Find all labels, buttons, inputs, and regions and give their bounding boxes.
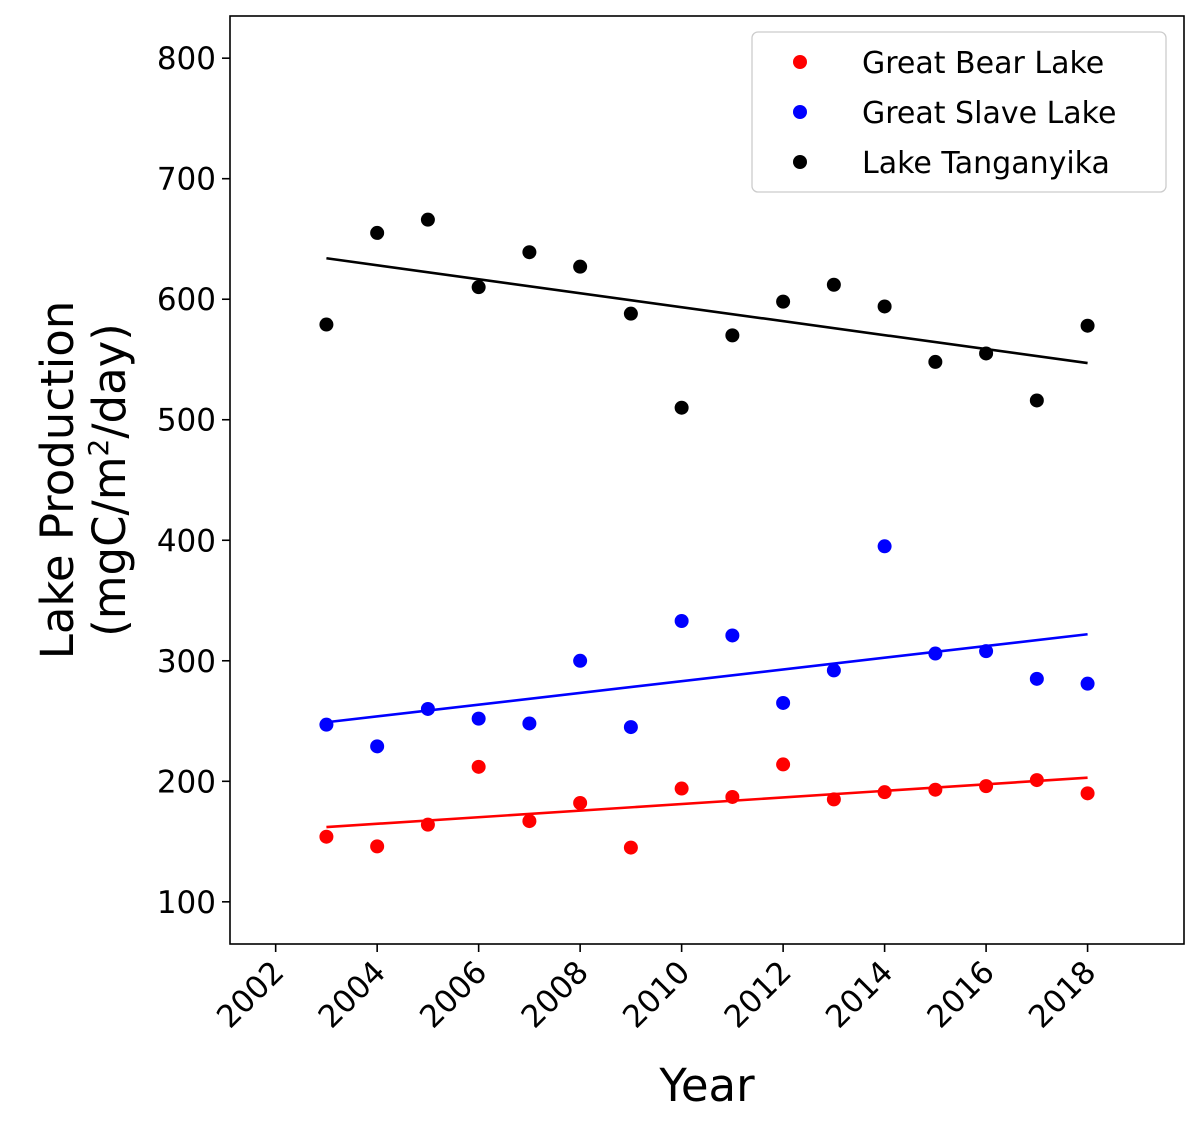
x-tick-label: 2008: [515, 954, 596, 1035]
great-slave-lake-point: [877, 539, 892, 554]
great-slave-lake-point: [522, 716, 537, 731]
lake-tanganyika-point: [1080, 318, 1095, 333]
great-slave-lake-point: [826, 663, 841, 678]
y-axis-title-unit-suffix: /day): [83, 323, 136, 439]
lake-tanganyika-point: [877, 299, 892, 314]
great-slave-lake-point: [623, 720, 638, 735]
x-tick-label: 2004: [312, 954, 393, 1035]
great-slave-lake-legend-marker: [793, 105, 807, 119]
lake-tanganyika-point: [674, 400, 689, 415]
great-bear-lake-legend-marker: [793, 55, 807, 69]
great-slave-lake-point: [1080, 676, 1095, 691]
x-axis-ticks: 2002 2004 2006 2008 2010 2012 2014 2016 2018: [210, 944, 1103, 1035]
lake-tanganyika-point: [370, 225, 385, 240]
great-bear-lake-point: [725, 789, 740, 804]
y-tick-label: 400: [157, 523, 216, 559]
x-tick-label: 2010: [616, 954, 697, 1035]
great-bear-lake-point: [979, 779, 994, 794]
great-bear-lake-point: [420, 817, 435, 832]
data-points: [319, 212, 1095, 855]
lake-tanganyika-point: [471, 280, 486, 295]
y-tick-label: 700: [157, 162, 216, 198]
great-bear-lake-point: [471, 759, 486, 774]
plot-area-frame: [229, 15, 1185, 945]
y-axis-title-unit-superscript: 2: [82, 439, 115, 457]
great-bear-lake-point: [623, 840, 638, 855]
great-bear-lake-point: [877, 785, 892, 800]
lake-tanganyika-point: [928, 354, 943, 369]
y-tick-label: 100: [157, 885, 216, 921]
y-axis-title-line2: (mgC/m2/day): [82, 323, 136, 637]
great-bear-lake-point: [826, 792, 841, 807]
great-slave-lake-point: [420, 701, 435, 716]
great-bear-lake-point: [674, 781, 689, 796]
x-tick-label: 2012: [718, 954, 799, 1035]
great-slave-lake-point: [319, 717, 334, 732]
great-bear-lake-point: [776, 757, 791, 772]
great-slave-lake-point: [471, 711, 486, 726]
y-tick-label: 800: [157, 41, 216, 77]
great-bear-lake-point: [928, 782, 943, 797]
lake-tanganyika-point: [725, 328, 740, 343]
x-tick-label: 2002: [210, 954, 291, 1035]
legend: Great Bear Lake Great Slave Lake Lake Tang…: [751, 31, 1167, 193]
y-tick-label: 500: [157, 403, 216, 439]
x-tick-label: 2006: [413, 954, 494, 1035]
great-bear-lake-point: [319, 829, 334, 844]
legend-items: Great Bear Lake Great Slave Lake Lake Tang…: [793, 46, 1116, 181]
lake-tanganyika-point: [319, 317, 334, 332]
trend-lines: [326, 256, 1088, 829]
lake-tanganyika-point: [623, 306, 638, 321]
x-tick-label: 2018: [1022, 954, 1103, 1035]
great-bear-lake-trend-line: [326, 776, 1088, 829]
great-slave-lake-point: [725, 628, 740, 643]
x-tick-label: 2014: [819, 954, 900, 1035]
great-slave-lake-point: [1029, 671, 1044, 686]
legend-box: [751, 31, 1167, 193]
x-tick-label: 2016: [921, 954, 1002, 1035]
great-slave-lake-point: [370, 739, 385, 754]
lake-tanganyika-legend-marker: [793, 155, 807, 169]
great-slave-lake-legend-label: Great Slave Lake: [862, 96, 1116, 131]
great-bear-lake-point: [522, 814, 537, 829]
y-axis-title-unit-prefix: (mgC/m: [83, 456, 136, 636]
y-tick-label: 200: [157, 764, 216, 800]
x-axis-title: Year: [658, 1059, 755, 1112]
great-slave-lake-point: [979, 644, 994, 659]
y-axis-title-line1: Lake Production: [31, 301, 84, 660]
great-bear-lake-point: [1080, 786, 1095, 801]
lake-tanganyika-point: [1029, 393, 1044, 408]
great-bear-lake-point: [1029, 773, 1044, 788]
great-bear-lake-point: [370, 839, 385, 854]
great-slave-lake-point: [928, 646, 943, 661]
lake-tanganyika-trend-line: [326, 256, 1088, 365]
lake-tanganyika-legend-label: Lake Tanganyika: [862, 146, 1110, 181]
great-bear-lake-legend-label: Great Bear Lake: [862, 46, 1104, 81]
lake-tanganyika-point: [420, 212, 435, 227]
lake-tanganyika-point: [522, 245, 537, 260]
y-tick-label: 600: [157, 282, 216, 318]
lake-tanganyika-point: [776, 294, 791, 309]
great-slave-lake-point: [674, 614, 689, 629]
y-tick-label: 300: [157, 644, 216, 680]
great-slave-lake-trend-line: [326, 632, 1088, 724]
y-axis-ticks: 100 200 300 400 500 600 700 800: [157, 41, 230, 921]
great-slave-lake-point: [573, 653, 588, 668]
great-bear-lake-point: [573, 795, 588, 810]
lake-tanganyika-point: [979, 346, 994, 361]
y-axis-title: Lake Production (mgC/m2/day): [31, 301, 136, 660]
lake-tanganyika-point: [826, 277, 841, 292]
lake-tanganyika-point: [573, 259, 588, 274]
great-slave-lake-point: [776, 695, 791, 710]
